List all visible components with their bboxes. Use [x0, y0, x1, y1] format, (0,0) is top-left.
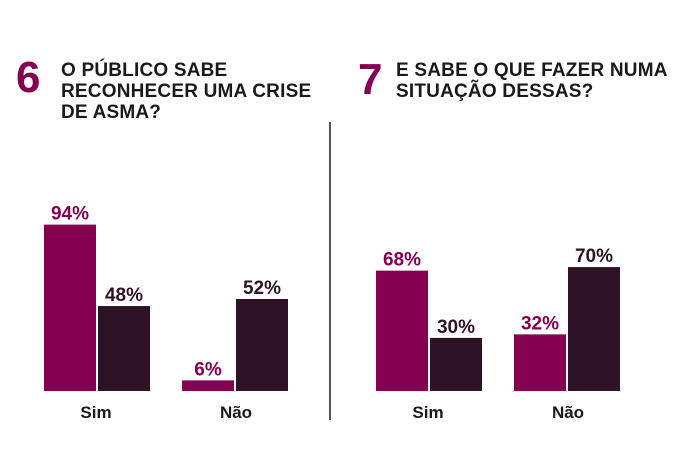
data-label: 48% [105, 285, 143, 306]
bar [236, 298, 288, 391]
question-number: 7 [358, 55, 383, 104]
bar-chart-question-6: 94% 48% Sim 6% 52% Não [44, 204, 288, 422]
data-label: 52% [243, 278, 281, 299]
chart-panel-question-7: 7 E SABE O QUE FAZER NUMA SITUAÇÃO DESSA… [332, 0, 680, 453]
data-label: 32% [521, 313, 559, 334]
bar-chart-question-7: 68% 30% Sim 32% 70% Não [376, 246, 620, 422]
category-label: Sim [80, 403, 111, 422]
data-label: 30% [437, 317, 475, 338]
data-label: 6% [194, 359, 222, 380]
category-label: Não [552, 403, 584, 422]
question-number: 6 [16, 53, 41, 102]
bar [430, 337, 482, 391]
data-label: 70% [575, 246, 613, 267]
panel-divider [329, 122, 331, 420]
chart-panel-question-6: 6 O PÚBLICO SABE RECONHECER UMA CRISE DE… [0, 0, 330, 453]
bar [98, 306, 150, 391]
question-title-line: SITUAÇÃO DESSAS? [396, 81, 594, 102]
bar [568, 267, 620, 391]
question-title: O PÚBLICO SABE RECONHECER UMA CRISE DE A… [61, 60, 311, 123]
question-title-line: DE ASMA? [61, 102, 162, 123]
category-label: Sim [412, 403, 443, 422]
bar [182, 380, 234, 391]
bar [376, 270, 428, 391]
question-title-line: E SABE O QUE FAZER NUMA [396, 60, 668, 81]
bar [44, 224, 96, 391]
data-label: 68% [383, 250, 421, 271]
question-title: E SABE O QUE FAZER NUMA SITUAÇÃO DESSAS? [396, 60, 668, 102]
question-title-line: O PÚBLICO SABE [61, 60, 228, 81]
data-label: 94% [51, 204, 89, 225]
category-label: Não [220, 403, 252, 422]
question-title-line: RECONHECER UMA CRISE [61, 81, 312, 102]
bar [514, 334, 566, 391]
